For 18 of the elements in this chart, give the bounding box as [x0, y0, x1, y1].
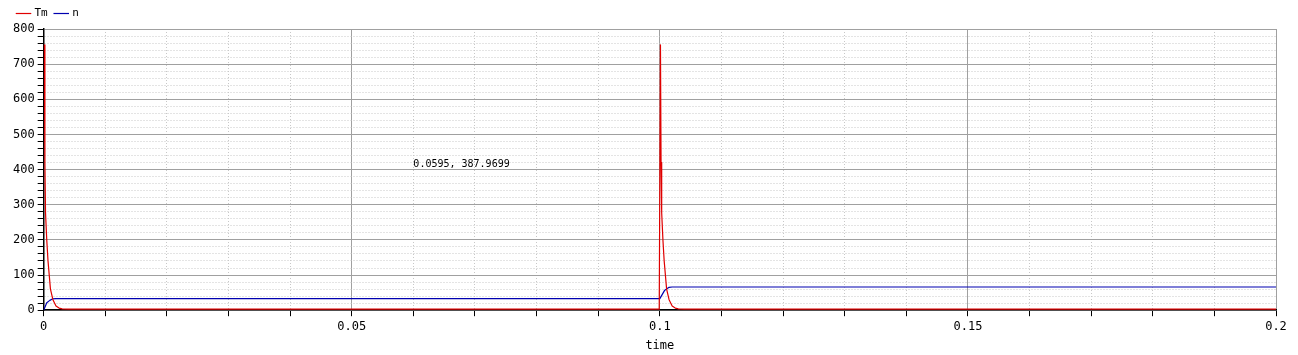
x-tick-label: 0 — [40, 318, 48, 333]
y-tick-label: 0 — [27, 302, 35, 317]
legend-label: n — [72, 6, 79, 20]
legend-label: Tm — [34, 6, 49, 20]
y-tick-label: 400 — [12, 161, 35, 176]
annotation: 0.0595, 387.9699 — [413, 157, 510, 169]
x-tick-label: 0.05 — [337, 318, 367, 333]
x-axis-title: time — [645, 337, 675, 352]
y-tick-label: 100 — [12, 267, 35, 282]
x-tick-label: 0.1 — [648, 318, 671, 333]
y-tick-label: 300 — [12, 196, 35, 211]
x-tick-label: 0.2 — [1265, 318, 1287, 333]
y-tick-label: 700 — [12, 56, 35, 71]
y-tick-label: 500 — [12, 126, 35, 141]
x-tick-label: 0.15 — [953, 318, 983, 333]
y-tick-label: 600 — [12, 91, 35, 106]
y-tick-label: 800 — [12, 21, 35, 36]
y-tick-label: 200 — [12, 232, 35, 247]
